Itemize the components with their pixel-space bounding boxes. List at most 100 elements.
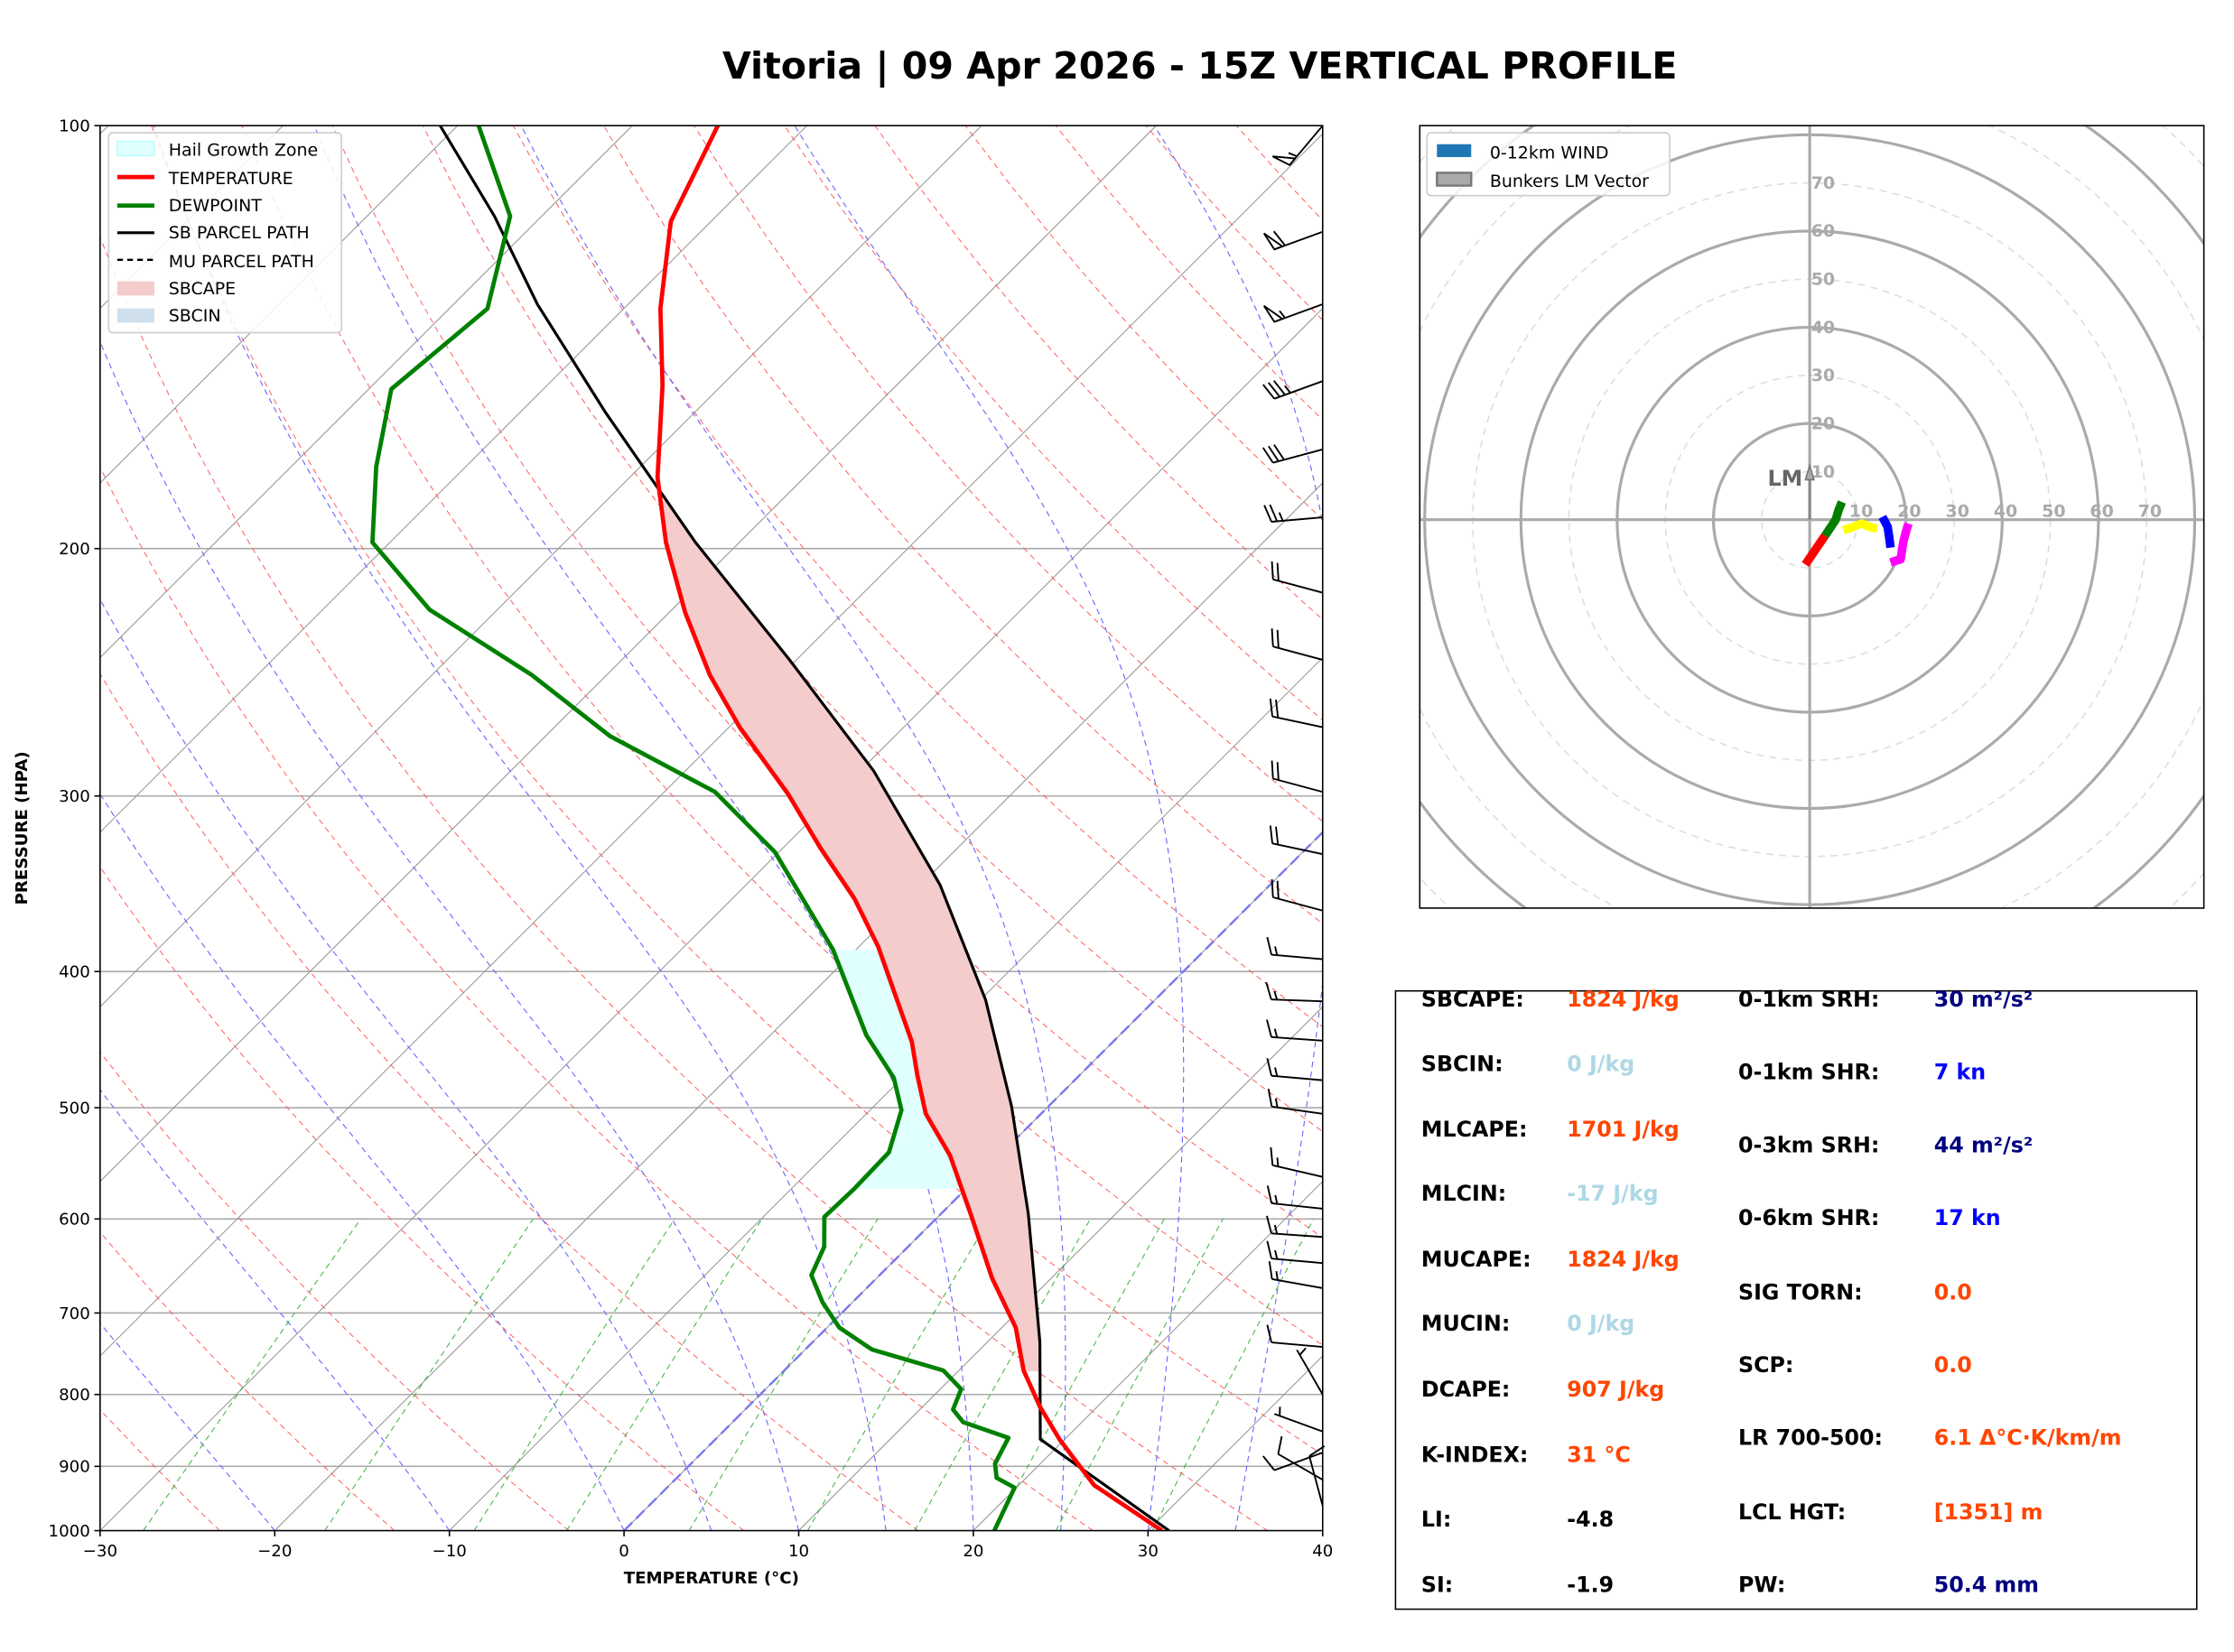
- wind-barb: [1266, 1240, 1323, 1265]
- hodograph-plot: 10 10 20 20 30 30 40 40 50 50 60 60 70 70 LM: [1420, 125, 2204, 908]
- barb-full: [1266, 1057, 1272, 1076]
- stat-label: PW:: [1738, 1573, 1785, 1598]
- y-tick-label: 700: [59, 1304, 90, 1323]
- wind-barbs: [1261, 125, 1326, 1507]
- hodograph-y-label: 60: [1811, 221, 1835, 241]
- stat-value: 0.0: [1934, 1279, 1972, 1304]
- wind-barb: [1271, 628, 1324, 661]
- hodograph-x-label: 60: [2090, 502, 2113, 522]
- barb-staff: [1271, 1105, 1323, 1115]
- isotherm: [99, 125, 459, 484]
- barb-full: [1267, 1088, 1273, 1108]
- barb-staff: [1296, 1349, 1324, 1396]
- dewpoint-line: [370, 125, 1017, 1531]
- x-tick-label: −10: [432, 1542, 466, 1561]
- isotherm: [99, 133, 1323, 1357]
- barb-full: [1262, 384, 1275, 400]
- stat-label: SCP:: [1738, 1352, 1793, 1378]
- barb-staff: [1271, 1232, 1323, 1239]
- barb-full: [1268, 382, 1280, 398]
- hodograph-x-label: 70: [2138, 502, 2162, 522]
- hodograph-y-label: 10: [1811, 462, 1835, 482]
- barb-full: [1262, 1455, 1275, 1471]
- stat-label: LI:: [1421, 1507, 1451, 1532]
- barb-full: [1266, 1240, 1272, 1259]
- x-tick-label: 0: [619, 1542, 629, 1561]
- legend-cin-swatch: [116, 308, 154, 323]
- barb-full: [1261, 447, 1274, 464]
- isotherm: [99, 125, 807, 833]
- stats-panel: SBCAPE: 1824 J/kg SBCIN: 0 J/kg MLCAPE: 1701 …: [1394, 987, 2198, 1610]
- barb-staff: [1271, 998, 1323, 1003]
- legend-temperature: TEMPERATURE: [168, 169, 293, 189]
- legend-bunkers-lm: Bunkers LM Vector: [1490, 172, 1649, 191]
- skewt-legend: Hail Growth Zone TEMPERATURE DEWPOINT SB…: [107, 132, 342, 334]
- barb-full: [1268, 445, 1280, 462]
- y-tick-label: 1000: [49, 1522, 90, 1541]
- wind-barb: [1266, 1019, 1323, 1042]
- stat-value: 0.0: [1934, 1352, 1972, 1378]
- barb-staff: [1271, 1074, 1323, 1081]
- barb-full: [1275, 700, 1280, 719]
- barb-full: [1271, 561, 1274, 580]
- barb-half: [1275, 1271, 1279, 1281]
- hodograph-legend: 0-12km WIND Bunkers LM Vector: [1426, 132, 1671, 197]
- hodograph-segment: [1801, 533, 1829, 567]
- wind-barb: [1263, 504, 1323, 523]
- wind-barb: [1273, 1406, 1324, 1433]
- x-axis-label: TEMPERATURE (°C): [624, 1569, 799, 1588]
- x-tick-label: 10: [788, 1542, 809, 1561]
- barb-staff: [1272, 645, 1324, 661]
- barb-staff: [1272, 896, 1324, 912]
- stats-frame: [1394, 989, 2198, 1610]
- legend-sb-parcel: SB PARCEL PATH: [169, 223, 310, 243]
- skewt-profiles: [370, 125, 1170, 1531]
- x-tick-label: 30: [1138, 1542, 1159, 1561]
- barb-full: [1276, 880, 1280, 899]
- stat-value: 0 J/kg: [1567, 1311, 1634, 1336]
- wind-barb: [1262, 1452, 1324, 1471]
- y-tick-label: 500: [59, 1099, 90, 1118]
- isotherm: [99, 307, 1323, 1531]
- stat-label: K-INDEX:: [1421, 1443, 1529, 1468]
- wind-barb: [1277, 1435, 1324, 1481]
- hodograph-y-label: 30: [1811, 366, 1835, 385]
- hodograph-x-label: 50: [2042, 502, 2065, 522]
- stat-value: 31 °C: [1567, 1443, 1631, 1468]
- barb-half: [1274, 946, 1279, 956]
- hodograph-segment: [1821, 500, 1847, 538]
- barb-full: [1266, 1019, 1272, 1038]
- moist-adiabat: [99, 793, 625, 1531]
- barb-staff: [1271, 1278, 1323, 1289]
- barb-half: [1273, 1028, 1279, 1038]
- stat-label: 0-1km SHR:: [1738, 1060, 1879, 1085]
- wind-barb: [1266, 1057, 1323, 1081]
- hodograph-segment: [1878, 515, 1895, 549]
- barb-pennant: [1271, 155, 1298, 166]
- hodograph-x-label: 40: [1994, 502, 2017, 522]
- dry-adiabat: [99, 236, 1269, 1531]
- dry-adiabat: [151, 125, 1323, 1455]
- legend-hail-swatch: [116, 140, 155, 157]
- stat-label: MUCIN:: [1421, 1311, 1510, 1336]
- hodograph-y-label: 20: [1811, 413, 1835, 433]
- wind-barb: [1270, 1146, 1323, 1178]
- barb-full: [1271, 878, 1274, 898]
- mixing-ratio-line: [992, 1219, 1165, 1531]
- wind-barb: [1271, 561, 1324, 594]
- wind-barb: [1266, 936, 1323, 961]
- stat-label: SIG TORN:: [1738, 1279, 1863, 1304]
- wind-barb: [1262, 303, 1324, 323]
- hodograph-y-label: 40: [1811, 318, 1835, 338]
- isotherm: [973, 1180, 1323, 1531]
- wind-barb: [1266, 1324, 1323, 1348]
- skewt-axes: −30 −20 −10 0 10 20 30 40 100 200 300 400 500 600 700 8…: [49, 117, 1334, 1562]
- barb-full: [1308, 1445, 1326, 1457]
- stat-label: MUCAPE:: [1421, 1247, 1531, 1272]
- barb-full: [1266, 1185, 1273, 1204]
- hodograph-panel: 10 10 20 20 30 30 40 40 50 50 60 60 70 70 LM 0-12km WI…: [1419, 125, 2205, 909]
- barb-staff: [1273, 1413, 1324, 1433]
- barb-full: [1265, 981, 1272, 1000]
- wind-barb: [1262, 230, 1324, 251]
